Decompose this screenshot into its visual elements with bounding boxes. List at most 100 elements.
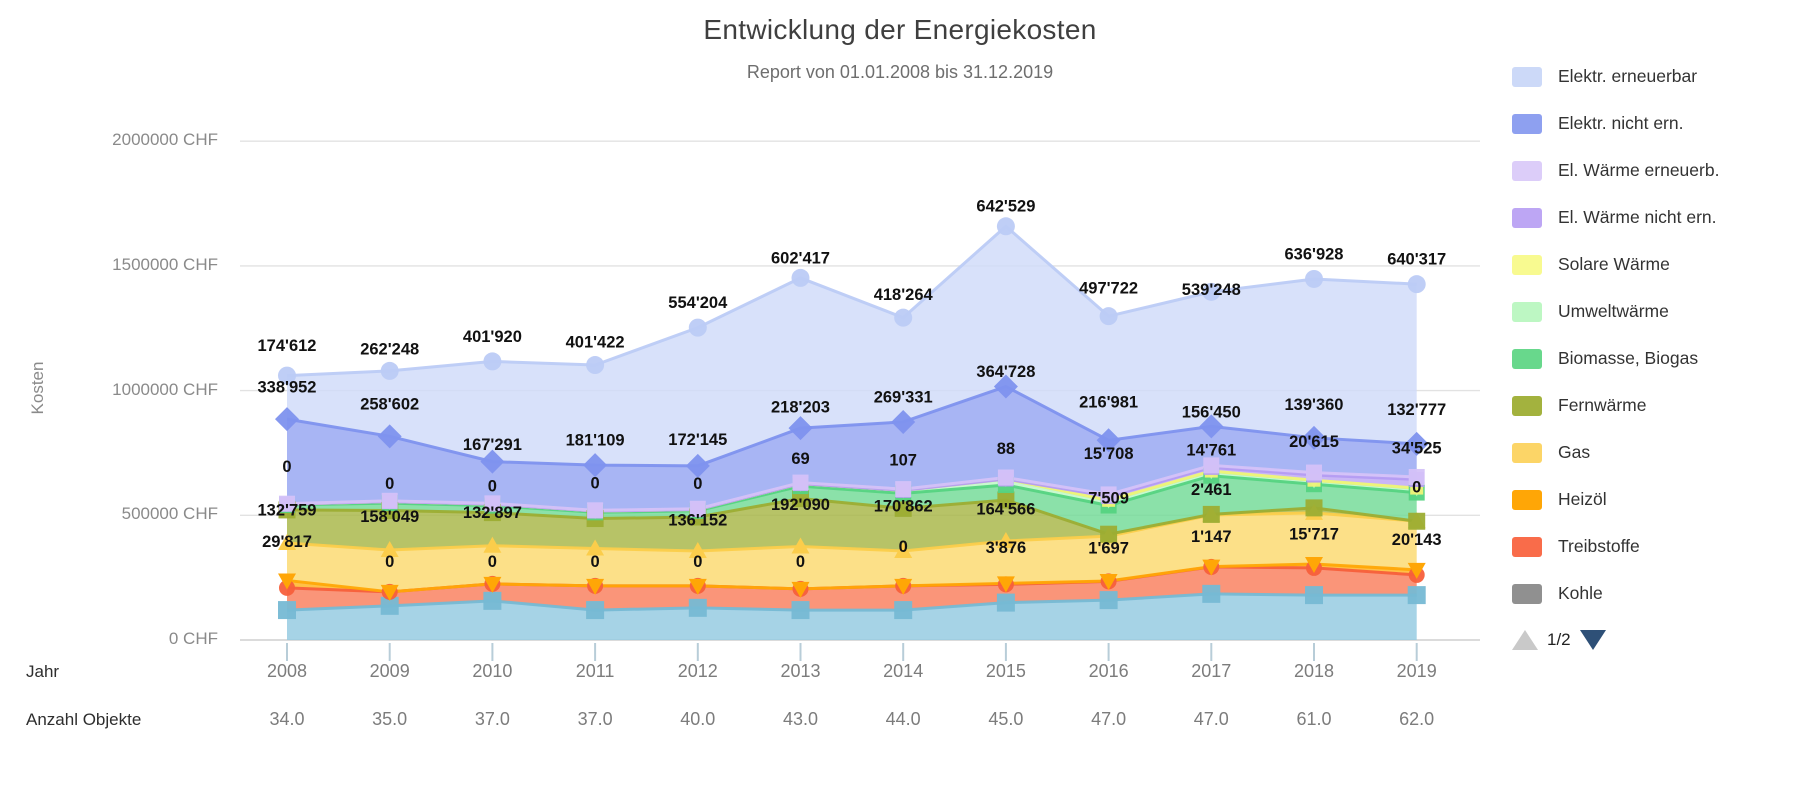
legend-item-label: Gas: [1558, 442, 1591, 462]
marker-square: [587, 502, 604, 519]
legend-item-biomasse-biogas[interactable]: Biomasse, Biogas: [1512, 335, 1719, 382]
marker-circle: [278, 366, 296, 385]
line-Fernwärme: [286, 497, 1417, 536]
object-count-label: 44.0: [885, 709, 921, 729]
report-subtitle: Report von 01.01.2008 bis 31.12.2019: [746, 62, 1054, 82]
data-label: 364'728: [976, 363, 1035, 381]
area-Gas: [287, 512, 1417, 592]
marker-triangle-down: [1202, 559, 1221, 576]
data-label: 3'876: [986, 539, 1027, 557]
marker-circle: [1407, 275, 1426, 294]
marker-circle: [586, 356, 605, 375]
data-label: 107: [889, 451, 917, 469]
legend-swatch-icon: [1512, 254, 1542, 275]
year-label: 2016: [1088, 661, 1129, 681]
data-label: 174'612: [258, 337, 317, 355]
data-label: 1'697: [1088, 539, 1129, 557]
data-label: 642'529: [976, 198, 1035, 216]
legend-item-umweltw-rme[interactable]: Umweltwärme: [1512, 288, 1719, 335]
data-label: 88: [997, 440, 1015, 458]
data-label: 636'928: [1285, 245, 1344, 263]
legend-item-elektr-nicht-ern-[interactable]: Elektr. nicht ern.: [1512, 100, 1719, 147]
marker-circle: [1099, 307, 1118, 326]
legend-item-fernw-rme[interactable]: Fernwärme: [1512, 382, 1719, 429]
legend-item-kohle[interactable]: Kohle: [1512, 570, 1719, 617]
marker-square: [894, 601, 913, 620]
data-label: 602'417: [771, 249, 830, 267]
data-label: 170'862: [874, 498, 933, 516]
legend-page-up-icon[interactable]: [1512, 630, 1538, 650]
objects-row-title: Anzahl Objekte: [26, 710, 142, 729]
legend-item-label: Biomasse, Biogas: [1558, 348, 1699, 368]
legend-item-treibstoffe[interactable]: Treibstoffe: [1512, 523, 1719, 570]
legend-item-label: El. Wärme nicht ern.: [1558, 207, 1717, 227]
marker-square: [997, 469, 1014, 486]
data-label: 0: [385, 475, 394, 493]
legend-swatch-icon: [1512, 66, 1542, 87]
marker-triangle-up: [278, 534, 296, 551]
marker-square: [483, 591, 502, 610]
data-label: 139'360: [1285, 396, 1344, 414]
marker-square: [792, 490, 809, 508]
year-label: 2019: [1396, 661, 1437, 681]
area-Biomasse, Biogas: [287, 475, 1417, 535]
y-tick-label: 2000000 CHF: [112, 130, 218, 150]
marker-triangle-up: [586, 539, 605, 556]
year-label: 2010: [472, 661, 513, 681]
marker-triangle-up: [688, 541, 707, 558]
marker-circle: [894, 308, 913, 327]
marker-triangle-down: [380, 584, 399, 601]
marker-square: [1408, 468, 1425, 485]
legend-item-gas[interactable]: Gas: [1512, 429, 1719, 476]
marker-diamond: [275, 407, 299, 432]
legend-item-label: Treibstoffe: [1558, 536, 1640, 556]
object-count-label: 45.0: [988, 709, 1024, 729]
legend-page-down-icon[interactable]: [1579, 630, 1606, 650]
year-label: 2015: [985, 661, 1026, 681]
year-label: 2008: [266, 661, 308, 681]
marker-triangle-down: [688, 578, 707, 595]
legend-item-label: Kohle: [1558, 583, 1603, 603]
y-tick-label: 1000000 CHF: [112, 379, 218, 399]
legend-swatch-icon: [1512, 113, 1542, 134]
legend-swatch-icon: [1512, 207, 1542, 228]
marker-diamond: [583, 453, 608, 478]
marker-circle: [791, 268, 810, 287]
line-El. Wärme erneuerb.: [286, 463, 1417, 512]
marker-diamond: [788, 416, 813, 441]
marker-square: [689, 500, 706, 517]
marker-square: [278, 601, 296, 620]
y-tick-label: 500000 CHF: [121, 504, 218, 524]
legend-item-heiz-l[interactable]: Heizöl: [1512, 476, 1719, 523]
marker-square: [484, 495, 501, 512]
data-label: 132'759: [258, 501, 317, 519]
year-label: 2017: [1191, 661, 1232, 681]
data-label: 401'920: [463, 328, 522, 346]
marker-square: [996, 593, 1015, 612]
marker-diamond: [1199, 414, 1224, 439]
marker-square: [1306, 464, 1322, 481]
data-label: 7'509: [1088, 490, 1129, 508]
legend-pagination: 1/2: [1512, 630, 1606, 650]
data-label: 418'264: [874, 286, 934, 304]
data-label: 164'566: [976, 500, 1035, 518]
marker-square: [1305, 586, 1323, 605]
data-label: 0: [282, 458, 291, 476]
marker-diamond: [685, 453, 710, 478]
legend-item-label: El. Wärme erneuerb.: [1558, 160, 1720, 180]
legend-item-solare-w-rme[interactable]: Solare Wärme: [1512, 241, 1719, 288]
marker-triangle-up: [894, 541, 913, 558]
marker-square: [791, 601, 810, 620]
marker-triangle-down: [996, 576, 1015, 593]
marker-diamond: [1302, 425, 1326, 450]
marker-square: [792, 474, 809, 491]
legend-item-el-w-rme-erneuerb-[interactable]: El. Wärme erneuerb.: [1512, 147, 1719, 194]
data-label: 156'450: [1182, 404, 1241, 422]
marker-square: [1100, 486, 1117, 503]
legend: Elektr. erneuerbar Elektr. nicht ern. El. …: [1512, 53, 1719, 617]
data-label: 401'422: [566, 333, 625, 351]
legend-item-elektr-erneuerbar[interactable]: Elektr. erneuerbar: [1512, 53, 1719, 100]
area-Elektr. nicht ern.: [287, 386, 1417, 511]
legend-item-el-w-rme-nicht-ern-[interactable]: El. Wärme nicht ern.: [1512, 194, 1719, 241]
data-label: 15'717: [1289, 525, 1339, 543]
